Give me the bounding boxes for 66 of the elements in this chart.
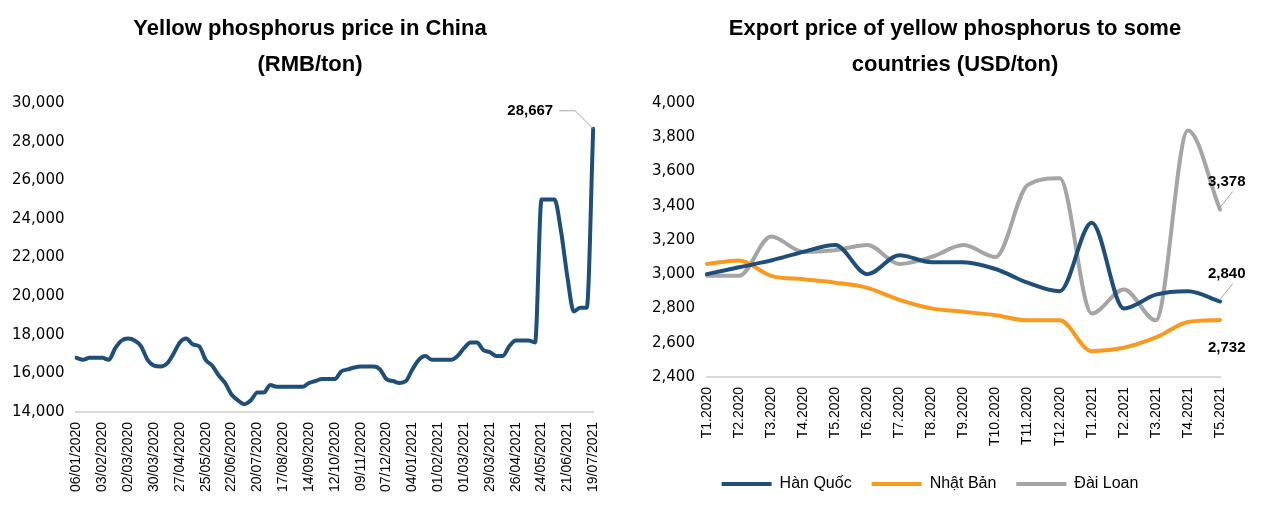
x-tick-label: T5.2020 <box>826 386 843 439</box>
x-tick-label: 01/02/2021 <box>429 421 446 493</box>
x-tick-label: 06/01/2020 <box>67 421 84 493</box>
x-tick-label: 30/03/2020 <box>144 421 161 493</box>
y-tick-label: 16,000 <box>11 363 65 382</box>
y-tick-label: 18,000 <box>11 324 65 343</box>
y-tick-label: 4,000 <box>651 92 695 111</box>
x-tick-label: 14/09/2020 <box>299 421 316 493</box>
x-tick-label: T4.2021 <box>1178 386 1195 439</box>
y-tick-label: 20,000 <box>11 285 65 304</box>
y-tick-label: 28,000 <box>11 131 65 150</box>
x-tick-label: T11.2020 <box>1018 386 1035 445</box>
y-tick-label: 2,400 <box>651 366 695 385</box>
x-tick-label: 26/04/2021 <box>506 421 523 493</box>
y-tick-label: 3,800 <box>651 127 695 146</box>
x-tick-label: 22/06/2020 <box>222 421 239 493</box>
y-tick-label: 24,000 <box>11 208 65 227</box>
x-tick-label: T9.2020 <box>954 386 971 439</box>
legend-label: Nhật Bản <box>929 474 997 492</box>
x-tick-label: T8.2020 <box>922 386 939 439</box>
x-tick-label: 21/06/2021 <box>558 421 575 493</box>
x-tick-label: T10.2020 <box>986 386 1003 447</box>
x-tick-label: 19/07/2021 <box>584 421 601 493</box>
x-tick-label: T4.2020 <box>794 386 810 439</box>
x-tick-label: T2.2021 <box>1114 386 1131 439</box>
x-tick-label: 17/08/2020 <box>274 421 291 493</box>
x-tick-label: 01/03/2021 <box>454 421 471 493</box>
legend-label: Đài Loan <box>1074 474 1139 492</box>
y-tick-label: 14,000 <box>11 401 65 420</box>
y-tick-label: 2,600 <box>651 332 695 351</box>
x-tick-label: 20/07/2020 <box>248 421 265 493</box>
x-tick-label: T5.2021 <box>1210 386 1227 439</box>
x-tick-label: 09/11/2020 <box>351 421 368 491</box>
x-tick-label: 25/05/2020 <box>196 421 213 493</box>
annotation: 2,840 <box>1208 263 1246 281</box>
x-tick-label: T1.2020 <box>697 386 714 439</box>
x-tick-label: 07/12/2020 <box>377 421 394 493</box>
y-tick-label: 2,800 <box>651 298 695 317</box>
y-tick-label: 22,000 <box>11 247 65 266</box>
x-tick-label: T6.2020 <box>858 386 875 439</box>
y-tick-label: 3,600 <box>651 161 695 180</box>
chart-title: Yellow phosphorus price in China (RMB/ton) <box>132 14 488 78</box>
x-tick-label: T7.2020 <box>890 386 907 439</box>
x-tick-label: T3.2020 <box>761 386 778 439</box>
annotation: 3,378 <box>1208 171 1246 189</box>
y-tick-label: 3,000 <box>651 264 695 283</box>
annotation: 2,732 <box>1208 338 1246 356</box>
x-tick-label: 24/05/2021 <box>532 421 549 493</box>
y-tick-label: 3,400 <box>651 195 695 214</box>
x-tick-label: T1.2021 <box>1082 386 1099 439</box>
x-tick-label: T3.2021 <box>1146 386 1163 439</box>
x-tick-label: 03/02/2020 <box>93 421 110 493</box>
x-tick-label: T2.2020 <box>729 386 746 439</box>
x-tick-label: 29/03/2021 <box>480 421 497 493</box>
legend-label: Hàn Quốc <box>779 474 852 492</box>
x-tick-label: 04/01/2021 <box>403 421 420 493</box>
y-tick-label: 3,200 <box>651 229 695 248</box>
y-tick-label: 30,000 <box>11 92 65 111</box>
x-tick-label: 12/10/2020 <box>325 421 342 493</box>
x-tick-label: T12.2020 <box>1050 386 1067 447</box>
line-series <box>74 126 596 407</box>
x-tick-label: 02/03/2020 <box>119 421 136 493</box>
annotation: 28,667 <box>507 100 554 118</box>
x-tick-label: 27/04/2020 <box>170 421 187 493</box>
y-tick-label: 26,000 <box>11 170 65 189</box>
chart-title: Export price of yellow phosphorus to some countries (USD/ton) <box>727 14 1183 78</box>
